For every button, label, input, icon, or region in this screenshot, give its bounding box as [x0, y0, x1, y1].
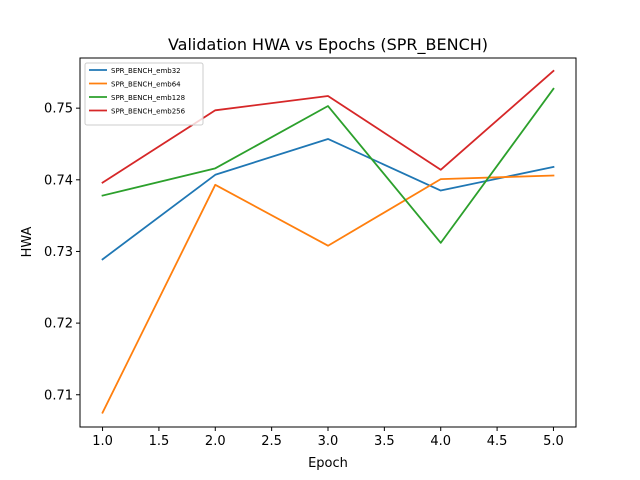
series-line-1: [101, 174, 555, 414]
series-line-2: [101, 87, 555, 244]
x-axis: 1.0 1.5 2.0 2.5 3.0 3.5 4.0 4.5 5.0: [92, 427, 564, 449]
y-tick-label: 0.74: [44, 173, 73, 188]
legend-label-0: SPR_BENCH_emb32: [111, 67, 181, 75]
x-tick-label: 4.5: [487, 434, 508, 449]
x-tick-label: 2.5: [261, 434, 282, 449]
x-tick-label: 3.5: [374, 434, 395, 449]
y-tick-label: 0.72: [44, 317, 73, 332]
y-tick-label: 0.71: [44, 388, 73, 403]
x-tick-label: 4.0: [430, 434, 451, 449]
legend: SPR_BENCH_emb32 SPR_BENCH_emb64 SPR_BENCH_…: [84, 62, 204, 126]
legend-label-3: SPR_BENCH_emb256: [111, 108, 186, 116]
y-tick-label: 0.73: [44, 245, 73, 260]
y-axis: 0.71 0.72 0.73 0.74 0.75: [44, 102, 80, 403]
y-axis-label: HWA: [20, 226, 35, 257]
x-tick-label: 1.0: [92, 434, 113, 449]
x-tick-label: 5.0: [543, 434, 564, 449]
plot-lines: [101, 69, 555, 414]
legend-box: [84, 62, 204, 126]
chart-title: Validation HWA vs Epochs (SPR_BENCH): [168, 35, 488, 55]
x-tick-label: 1.5: [149, 434, 170, 449]
series-line-3: [101, 69, 555, 184]
x-tick-label: 3.0: [318, 434, 339, 449]
legend-label-1: SPR_BENCH_emb64: [111, 81, 181, 89]
x-tick-label: 2.0: [205, 434, 226, 449]
y-tick-label: 0.75: [44, 102, 73, 117]
series-line-0: [101, 138, 555, 261]
x-axis-label: Epoch: [308, 456, 348, 471]
legend-label-2: SPR_BENCH_emb128: [111, 94, 185, 102]
